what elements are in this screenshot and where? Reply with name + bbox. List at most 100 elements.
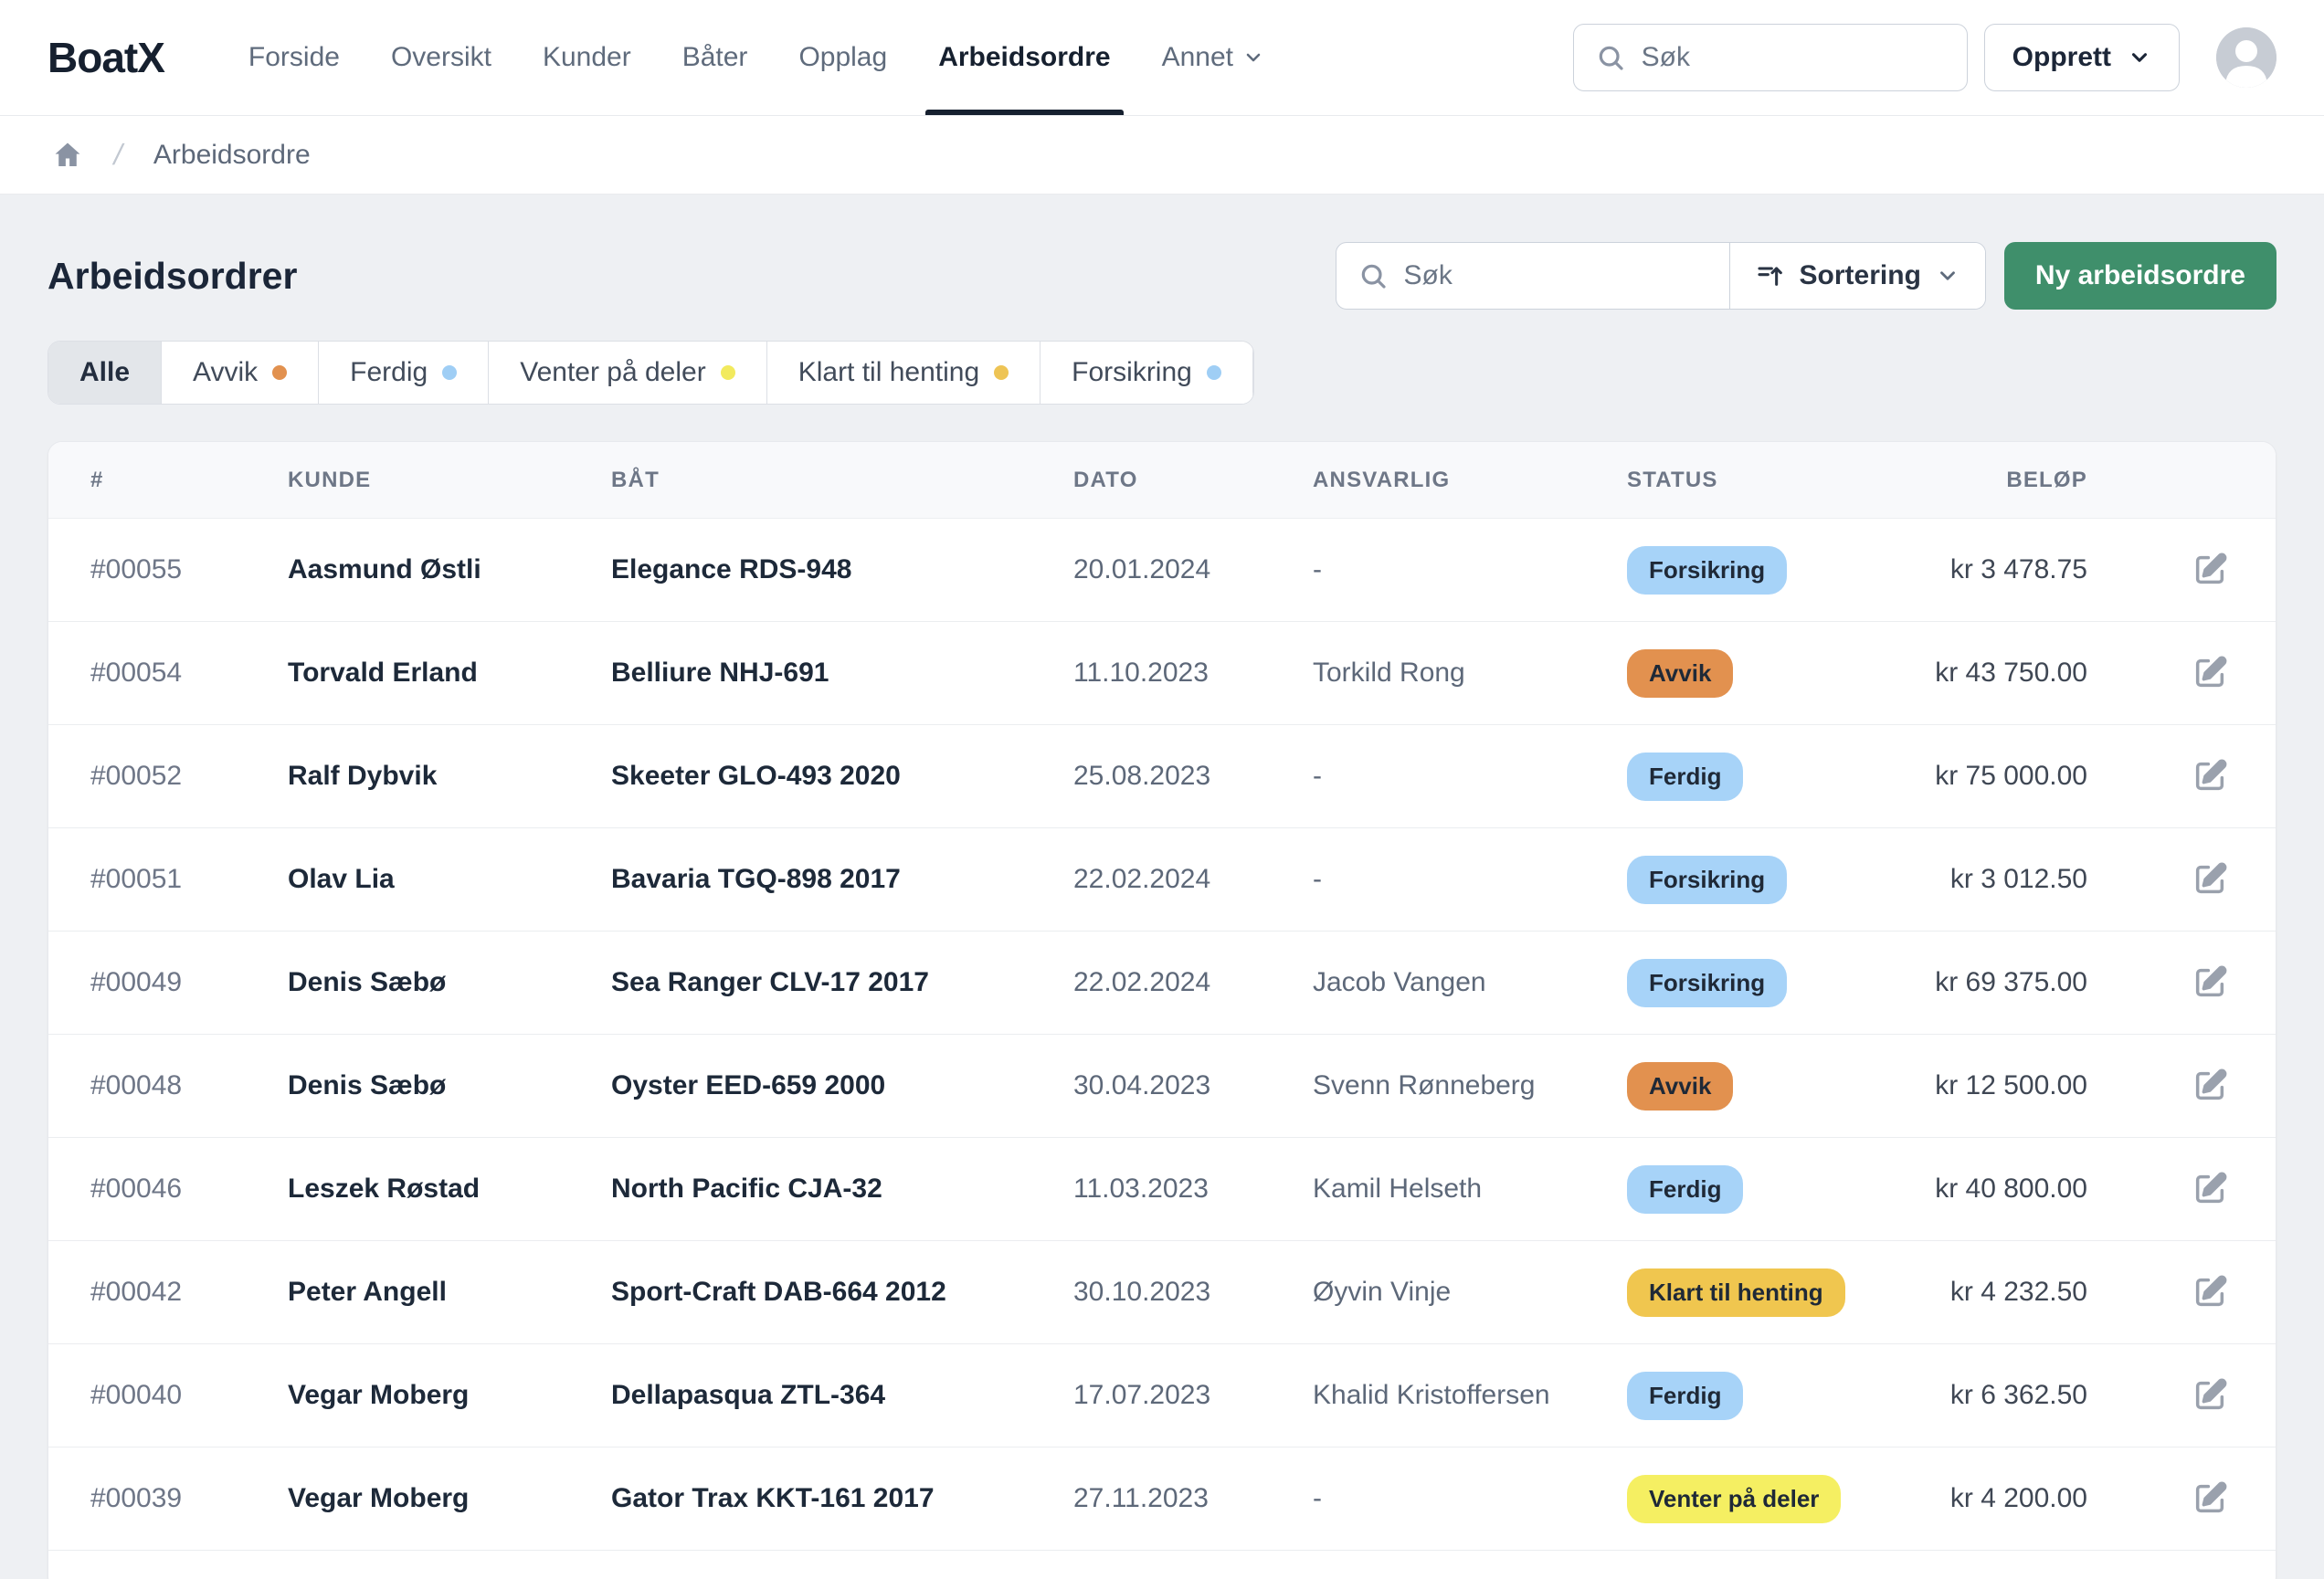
filter-chip-label: Forsikring (1072, 357, 1192, 387)
create-button[interactable]: Opprett (1983, 24, 2180, 91)
edit-button[interactable] (2192, 1171, 2234, 1207)
list-search[interactable] (1336, 243, 1729, 309)
nav-item-label: Oversikt (390, 42, 491, 72)
sort-button[interactable]: Sortering (1728, 243, 1985, 309)
nav-item[interactable]: Opplag (773, 0, 913, 115)
list-controls: Sortering Ny arbeidsordre (1335, 242, 2276, 310)
filter-chip[interactable]: Ferdig (319, 342, 490, 404)
edit-icon (2195, 965, 2227, 997)
responsible-name: - (1313, 761, 1322, 791)
filter-chip[interactable]: Forsikring (1041, 342, 1253, 404)
global-search[interactable] (1572, 24, 1968, 91)
responsible-name: Øyvin Vinje (1313, 1277, 1452, 1307)
sort-button-label: Sortering (1799, 260, 1921, 290)
nav-item-label: Opplag (798, 42, 888, 72)
status-filter-chips: Alle Avvik Ferdig Venter på deler Klart … (48, 341, 1254, 405)
nav-item-label: Forside (248, 42, 340, 72)
breadcrumb: / Arbeidsordre (0, 116, 2324, 195)
home-icon[interactable] (52, 140, 83, 171)
edit-button[interactable] (2192, 1274, 2234, 1311)
status-cell: Ferdig (1627, 1164, 1910, 1214)
boat-name: Dellapasqua ZTL-364 (611, 1380, 886, 1410)
edit-button[interactable] (2192, 1068, 2234, 1104)
boat-name: Skeeter GLO-493 2020 (611, 761, 901, 791)
edit-icon (2195, 1275, 2227, 1307)
status-badge: Forsikring (1627, 545, 1788, 595)
col-header-ansvarlig: Ansvarlig (1313, 467, 1451, 492)
nav-item[interactable]: Forside (223, 0, 365, 115)
status-badge: Klart til henting (1627, 1268, 1845, 1317)
table-row[interactable]: #00042 Peter Angell Sport-Craft DAB-664 … (48, 1241, 2276, 1344)
customer-name: Vegar Moberg (288, 1380, 470, 1410)
customer-name: Denis Sæbø (288, 967, 447, 997)
order-id: #00055 (90, 554, 183, 584)
edit-button[interactable] (2192, 964, 2234, 1001)
table-row[interactable]: #00039 Vegar Moberg Gator Trax KKT-161 2… (48, 1447, 2276, 1551)
status-cell: Ferdig (1627, 752, 1910, 801)
edit-icon (2195, 553, 2227, 584)
global-search-input[interactable] (1641, 42, 1945, 73)
table-row[interactable]: #00055 Aasmund Østli Elegance RDS-948 20… (48, 519, 2276, 622)
table-row[interactable]: #00046 Leszek Røstad North Pacific CJA-3… (48, 1138, 2276, 1241)
order-date: 22.02.2024 (1073, 967, 1211, 997)
filter-chip[interactable]: Klart til henting (766, 342, 1041, 404)
nav-item[interactable]: Oversikt (365, 0, 517, 115)
edit-button[interactable] (2192, 1480, 2234, 1517)
main-nav: Forside Oversikt Kunder Båter (223, 0, 1290, 115)
table-row[interactable]: #00052 Ralf Dybvik Skeeter GLO-493 2020 … (48, 725, 2276, 828)
amount: kr 6 362.50 (1949, 1380, 2087, 1410)
edit-button[interactable] (2192, 552, 2234, 588)
responsible-name: Svenn Rønneberg (1313, 1070, 1536, 1100)
responsible-name: - (1313, 1483, 1322, 1513)
responsible-name: Kamil Helseth (1313, 1174, 1483, 1204)
edit-button[interactable] (2192, 655, 2234, 691)
nav-item[interactable]: Kunder (517, 0, 657, 115)
amount: kr 69 375.00 (1935, 967, 2087, 997)
nav-item-label: Båter (681, 42, 748, 72)
nav-item[interactable]: Annet (1136, 0, 1290, 115)
title-row: Arbeidsordrer Sortering (48, 242, 2276, 310)
table-row[interactable]: #00054 Torvald Erland Belliure NHJ-691 1… (48, 622, 2276, 725)
status-cell: Forsikring (1627, 545, 1910, 595)
filter-chip[interactable]: Venter på deler (489, 342, 767, 404)
amount: kr 4 232.50 (1949, 1277, 2087, 1307)
edit-button[interactable] (2192, 861, 2234, 898)
table-row[interactable]: #00048 Denis Sæbø Oyster EED-659 2000 30… (48, 1035, 2276, 1138)
col-header-belop: Beløp (2006, 467, 2087, 492)
customer-name: Olav Lia (288, 864, 395, 894)
table-row[interactable]: #00049 Denis Sæbø Sea Ranger CLV-17 2017… (48, 932, 2276, 1035)
filter-chip[interactable]: Alle (48, 342, 163, 404)
col-header-dato: Dato (1073, 467, 1138, 492)
boat-name: Sport-Craft DAB-664 2012 (611, 1277, 946, 1307)
nav-item[interactable]: Båter (657, 0, 774, 115)
list-search-input[interactable] (1403, 260, 1707, 291)
user-avatar[interactable] (2216, 27, 2276, 88)
order-id: #00046 (90, 1174, 183, 1204)
amount: kr 4 200.00 (1949, 1483, 2087, 1513)
responsible-name: Khalid Kristoffersen (1313, 1380, 1550, 1410)
col-header-id: # (90, 467, 104, 492)
status-cell: Avvik (1627, 1061, 1910, 1111)
filter-chip[interactable]: Avvik (162, 342, 320, 404)
breadcrumb-current: Arbeidsordre (153, 139, 311, 170)
status-badge: Avvik (1627, 648, 1734, 698)
status-dot (442, 365, 458, 380)
boat-name: Gator Trax KKT-161 2017 (611, 1483, 935, 1513)
top-navigation-bar: BoatX Forside Oversikt Kunder (0, 0, 2324, 116)
status-cell: Klart til henting (1627, 1268, 1910, 1317)
nav-item[interactable]: Arbeidsordre (913, 0, 1136, 115)
edit-button[interactable] (2192, 758, 2234, 795)
edit-icon (2195, 656, 2227, 688)
customer-name: Leszek Røstad (288, 1174, 481, 1204)
col-header-status: Status (1627, 467, 1718, 492)
edit-button[interactable] (2192, 1377, 2234, 1414)
status-badge: Venter på deler (1627, 1474, 1842, 1523)
amount: kr 3 478.75 (1949, 554, 2087, 584)
filter-chip-label: Alle (79, 357, 131, 387)
customer-name: Denis Sæbø (288, 1070, 447, 1100)
create-button-label: Opprett (2012, 42, 2111, 72)
new-workorder-button[interactable]: Ny arbeidsordre (2003, 242, 2276, 310)
table-row[interactable]: #00051 Olav Lia Bavaria TGQ-898 2017 22.… (48, 828, 2276, 932)
table-row[interactable]: #00040 Vegar Moberg Dellapasqua ZTL-364 … (48, 1344, 2276, 1447)
order-date: 30.04.2023 (1073, 1070, 1211, 1100)
